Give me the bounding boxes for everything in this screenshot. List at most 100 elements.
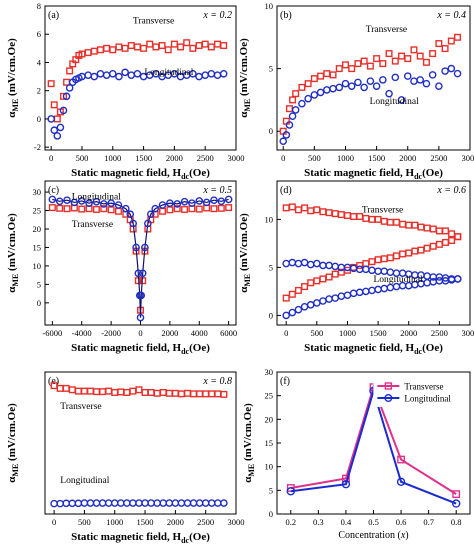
data-point <box>147 499 155 507</box>
legend-label: Longitudinal <box>404 394 451 404</box>
data-point <box>441 67 449 75</box>
data-point <box>132 243 140 252</box>
data-point <box>441 227 449 235</box>
data-point <box>435 40 443 48</box>
data-point <box>59 92 67 100</box>
data-point <box>447 64 456 73</box>
data-point <box>307 279 315 287</box>
data-point <box>368 266 376 275</box>
data-point <box>121 44 129 52</box>
data-point <box>201 499 210 507</box>
y-tick-label: 30 <box>265 367 274 377</box>
data-point <box>173 205 181 213</box>
data-point <box>50 101 58 109</box>
data-point <box>56 499 64 508</box>
data-point <box>360 57 368 65</box>
data-point <box>317 72 325 80</box>
data-point <box>177 390 185 398</box>
data-point <box>122 204 130 213</box>
data-point <box>217 204 225 212</box>
data-point <box>202 390 210 398</box>
data-point <box>306 260 315 269</box>
x-label-subscript: dc <box>181 536 189 545</box>
data-point <box>108 69 117 78</box>
series-annotation: Longitudinal <box>370 97 419 107</box>
data-point <box>335 83 344 92</box>
data-point <box>423 278 431 287</box>
data-point <box>313 299 321 307</box>
x-tick-label: 3000 <box>462 328 474 338</box>
y-tick-label: 5 <box>269 262 273 272</box>
data-point <box>80 499 89 507</box>
data-point <box>454 33 462 41</box>
plot-frame <box>44 5 237 151</box>
x-tick-label: -6000 <box>42 328 62 338</box>
data-point <box>207 499 216 507</box>
x-label-text: Static magnetic field, H <box>71 531 181 543</box>
data-point <box>298 99 306 108</box>
x-tick-label: 0 <box>49 153 53 163</box>
y-tick-label: 0 <box>269 509 273 519</box>
data-point <box>373 55 381 63</box>
panel-label: (d) <box>280 185 292 196</box>
data-point <box>289 96 297 104</box>
data-point <box>114 201 123 209</box>
series-transverse <box>279 33 462 135</box>
data-point <box>136 313 145 322</box>
data-point <box>282 311 290 320</box>
series-annotation: Transverse <box>72 220 113 230</box>
data-point <box>127 71 136 79</box>
data-point <box>396 477 406 487</box>
data-point <box>63 196 71 204</box>
x-tick-label: 0 <box>284 328 288 338</box>
y-tick-label: 25 <box>265 391 274 401</box>
data-point <box>304 94 312 103</box>
data-point <box>63 78 71 86</box>
series-transverse <box>47 39 228 123</box>
data-point <box>217 197 226 206</box>
x-tick-label: 0.3 <box>313 517 324 527</box>
data-point <box>423 224 431 232</box>
data-point <box>144 219 152 228</box>
data-point <box>104 499 113 507</box>
data-point <box>448 230 456 238</box>
data-point <box>53 115 61 123</box>
y-tick-label: 8 <box>37 1 41 11</box>
y-label-unit: (mV/cm.Oe) <box>6 38 18 99</box>
data-point <box>159 499 168 507</box>
data-point <box>103 44 111 52</box>
data-point <box>201 40 209 48</box>
data-point <box>319 261 327 270</box>
y-label-unit: (mV/cm.Oe) <box>6 213 18 274</box>
data-point <box>68 499 77 508</box>
x-tick-label: 1500 <box>137 517 154 527</box>
data-point <box>337 292 346 301</box>
x-tick-label: -4000 <box>72 328 92 338</box>
data-point <box>138 269 147 278</box>
composition-label: x = 0.4 <box>436 10 466 21</box>
data-point <box>366 77 375 85</box>
data-point <box>151 204 159 213</box>
x-axis-label: Static magnetic field, Hdc(Oe) <box>304 167 443 181</box>
data-point <box>93 388 101 396</box>
x-axis-label: Static magnetic field, Hdc(Oe) <box>71 342 210 356</box>
data-point <box>189 44 197 52</box>
data-point <box>325 295 333 303</box>
data-point <box>84 49 92 57</box>
series-annotation: Transverse <box>362 206 403 216</box>
data-point <box>141 243 149 252</box>
data-point <box>331 210 339 218</box>
y-tick-label: -2 <box>34 142 41 152</box>
data-point <box>96 69 105 78</box>
x-tick-label: 0.5 <box>368 517 379 527</box>
data-point <box>294 206 302 214</box>
data-point <box>441 45 449 53</box>
data-point <box>368 215 376 223</box>
data-point <box>410 46 418 54</box>
y-label-unit: (mV/cm.Oe) <box>242 403 254 464</box>
data-point <box>319 297 327 305</box>
x-tick-label: 0 <box>281 153 285 163</box>
data-point <box>319 208 327 216</box>
data-point <box>123 388 131 396</box>
